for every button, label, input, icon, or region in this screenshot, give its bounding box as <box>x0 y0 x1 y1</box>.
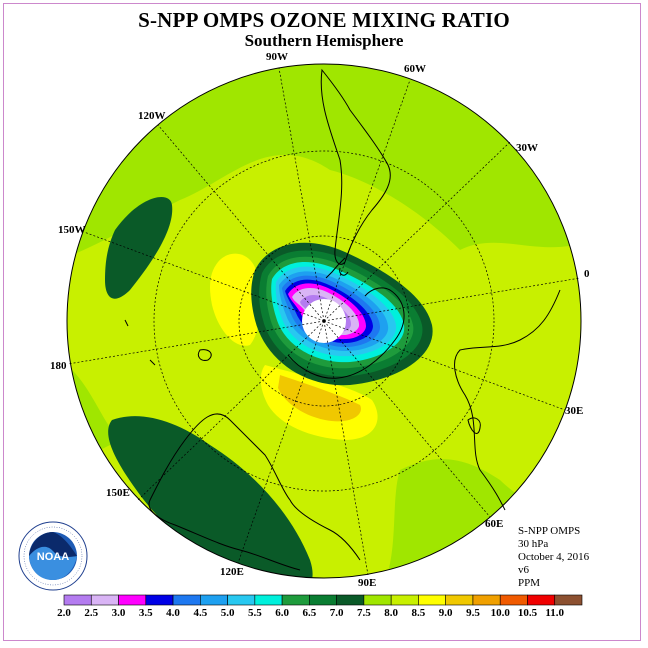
colorbar-tick-label: 8.5 <box>411 607 426 619</box>
colorbar <box>63 594 583 606</box>
colorbar-swatch <box>472 594 501 606</box>
colorbar-swatch <box>363 594 392 606</box>
colorbar-tick-label: 5.0 <box>220 607 235 619</box>
lon-label-120w: 120W <box>138 110 166 122</box>
colorbar-tick-label: 3.5 <box>138 607 153 619</box>
noaa-logo-text: NOAA <box>37 551 69 563</box>
colorbar-tick-label: 7.0 <box>329 607 344 619</box>
lon-label-120e: 120E <box>220 566 244 578</box>
colorbar-tick-label: 4.0 <box>166 607 180 619</box>
colorbar-tick-label: 2.5 <box>84 607 99 619</box>
lon-label-60w: 60W <box>404 63 426 75</box>
info-units: PPM <box>518 577 541 589</box>
colorbar-tick-label: 4.5 <box>193 607 208 619</box>
colorbar-tick-label: 3.0 <box>111 607 126 619</box>
colorbar-tick-label: 8.0 <box>384 607 399 619</box>
colorbar-swatch <box>118 594 147 606</box>
lon-label-30w: 30W <box>516 142 538 154</box>
colorbar-tick-label: 2.0 <box>57 607 71 619</box>
info-block: S-NPP OMPS 30 hPa October 4, 2016 v6 PPM <box>518 525 589 590</box>
colorbar-swatch <box>145 594 174 606</box>
lon-label-30e: 30E <box>565 405 584 417</box>
colorbar-tick-label: 11.0 <box>545 607 565 619</box>
colorbar-tick-label: 7.5 <box>357 607 371 619</box>
map-title: S-NPP OMPS OZONE MIXING RATIO <box>138 8 510 32</box>
lon-label-90e: 90E <box>358 577 377 589</box>
figure-frame <box>3 3 641 641</box>
colorbar-tick-label: 6.0 <box>275 607 289 619</box>
info-level: 30 hPa <box>518 538 549 550</box>
colorbar-swatch <box>336 594 365 606</box>
colorbar-swatch <box>254 594 283 606</box>
colorbar-swatch <box>499 594 528 606</box>
noaa-logo: NOAA <box>18 521 88 591</box>
lon-label-0: 0 <box>584 268 590 280</box>
colorbar-tick-label: 10.5 <box>517 607 538 619</box>
colorbar-swatch <box>227 594 256 606</box>
colorbar-swatch <box>63 594 92 606</box>
map-subtitle: Southern Hemisphere <box>244 31 404 50</box>
lon-label-90w: 90W <box>266 51 288 63</box>
colorbar-swatch <box>172 594 201 606</box>
colorbar-swatch <box>390 594 419 606</box>
info-date: October 4, 2016 <box>518 551 590 563</box>
colorbar-tick-label: 6.5 <box>302 607 317 619</box>
info-instrument: S-NPP OMPS <box>518 525 581 537</box>
colorbar-tick-label: 9.5 <box>466 607 480 619</box>
lon-label-60e: 60E <box>485 518 504 530</box>
lon-label-180: 180 <box>50 360 67 372</box>
lon-label-150w: 150W <box>58 224 86 236</box>
colorbar-swatch <box>527 594 556 606</box>
colorbar-tick-label: 5.5 <box>247 607 262 619</box>
coastlines <box>124 68 561 571</box>
graticule <box>67 67 581 576</box>
colorbar-tick-label: 9.0 <box>438 607 453 619</box>
colorbar-swatch <box>281 594 310 606</box>
colorbar-tick-label: 10.0 <box>490 607 510 619</box>
colorbar-swatch <box>418 594 446 606</box>
colorbar-swatch <box>200 594 228 606</box>
info-version: v6 <box>518 564 529 576</box>
colorbar-swatch <box>554 594 583 606</box>
lon-label-150e: 150E <box>106 487 130 499</box>
colorbar-swatch <box>445 594 474 606</box>
colorbar-swatch <box>309 594 337 606</box>
colorbar-swatch <box>90 594 119 606</box>
